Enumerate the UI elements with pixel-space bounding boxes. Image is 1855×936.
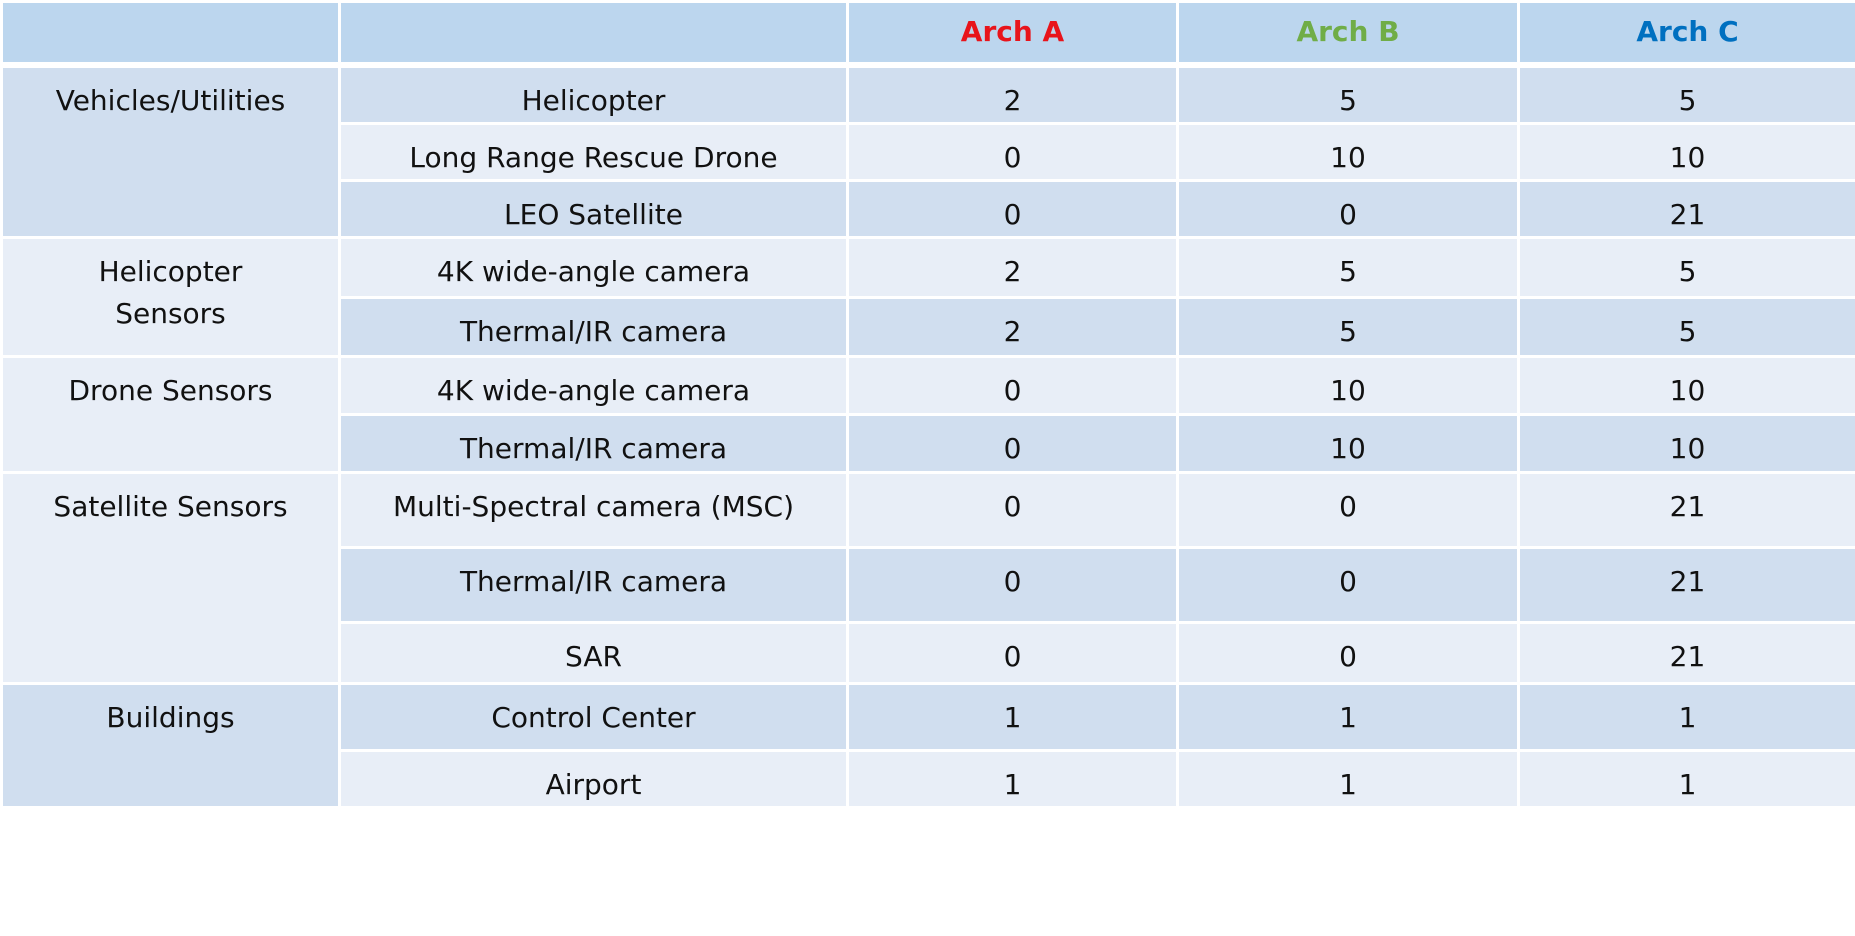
item-cell: Helicopter [338,63,849,125]
arch-b-value: 10 [1176,412,1520,474]
table-row: Vehicles/Utilities Helicopter 2 5 5 [0,63,1855,239]
arch-c-value: 5 [1517,235,1855,299]
arch-b-value: 5 [1176,235,1520,299]
architecture-comparison-table: Arch A Arch B Arch C Vehicles/Utilities H… [0,0,1855,809]
arch-a-value: 2 [846,295,1179,358]
arch-a-value: 2 [846,235,1179,299]
item-cell: Airport [338,748,849,809]
table-row: Thermal/IR camera 0 0 21 [2,545,1855,624]
arch-c-value: 10 [1517,121,1855,182]
table-row: Buildings Control Center 1 1 1 [0,681,1855,809]
category-cell: Helicopter Sensors [0,235,341,358]
table-row: Satellite Sensors Multi-Spectral camera (… [0,470,1855,685]
arch-c-value: 21 [1517,178,1855,239]
arch-c-value: 10 [1517,354,1855,416]
table-row: LEO Satellite 0 0 21 [2,178,1855,239]
item-cell: Thermal/IR camera [338,412,849,474]
header-arch-b: Arch B [1176,0,1520,68]
arch-a-value: 0 [846,620,1179,685]
table-row: Long Range Rescue Drone 0 10 10 [2,121,1855,182]
table-body: Vehicles/Utilities Helicopter 2 5 5 Long Rang… [0,63,1855,809]
table-row: Helicopter Sensors 4K wide-angle camera 2 5… [0,235,1855,358]
item-cell: 4K wide-angle camera [338,354,849,416]
item-cell: SAR [338,620,849,685]
item-cell: Thermal/IR camera [338,295,849,358]
table-row: SAR 0 0 21 [2,620,1855,685]
table-header: Arch A Arch B Arch C [0,0,1855,68]
arch-c-value: 1 [1517,681,1855,752]
arch-c-value: 10 [1517,412,1855,474]
item-cell: Thermal/IR camera [338,545,849,624]
arch-b-value: 0 [1176,620,1520,685]
item-cell: Multi-Spectral camera (MSC) [338,470,849,549]
item-cell: Control Center [338,681,849,752]
arch-b-value: 0 [1176,470,1520,549]
header-empty-item [338,0,849,68]
arch-c-value: 5 [1517,295,1855,358]
arch-b-value: 10 [1176,121,1520,182]
arch-b-value: 10 [1176,354,1520,416]
arch-b-value: 0 [1176,178,1520,239]
arch-a-value: 0 [846,412,1179,474]
arch-a-value: 0 [846,545,1179,624]
table-row: Thermal/IR camera 2 5 5 [2,295,1855,358]
arch-a-value: 0 [846,121,1179,182]
header-arch-c: Arch C [1517,0,1855,68]
arch-a-value: 0 [846,178,1179,239]
arch-b-value: 5 [1176,63,1520,125]
category-cell: Vehicles/Utilities [0,63,341,239]
category-cell: Buildings [0,681,341,809]
arch-b-value: 0 [1176,545,1520,624]
arch-b-value: 5 [1176,295,1520,358]
header-empty-category [0,0,341,68]
item-cell: LEO Satellite [338,178,849,239]
item-cell: 4K wide-angle camera [338,235,849,299]
arch-c-value: 1 [1517,748,1855,809]
table-row: Drone Sensors 4K wide-angle camera 0 10 10 [0,354,1855,474]
arch-c-value: 21 [1517,620,1855,685]
table-row: Thermal/IR camera 0 10 10 [2,412,1855,474]
arch-b-value: 1 [1176,681,1520,752]
category-cell: Satellite Sensors [0,470,341,685]
arch-c-value: 5 [1517,63,1855,125]
table-row: Airport 1 1 1 [2,748,1855,809]
arch-b-value: 1 [1176,748,1520,809]
arch-a-value: 2 [846,63,1179,125]
category-cell: Drone Sensors [0,354,341,474]
item-cell: Long Range Rescue Drone [338,121,849,182]
arch-a-value: 0 [846,354,1179,416]
arch-a-value: 1 [846,748,1179,809]
arch-a-value: 1 [846,681,1179,752]
arch-c-value: 21 [1517,545,1855,624]
arch-c-value: 21 [1517,470,1855,549]
arch-a-value: 0 [846,470,1179,549]
header-arch-a: Arch A [846,0,1179,68]
header-row: Arch A Arch B Arch C [0,0,1855,68]
